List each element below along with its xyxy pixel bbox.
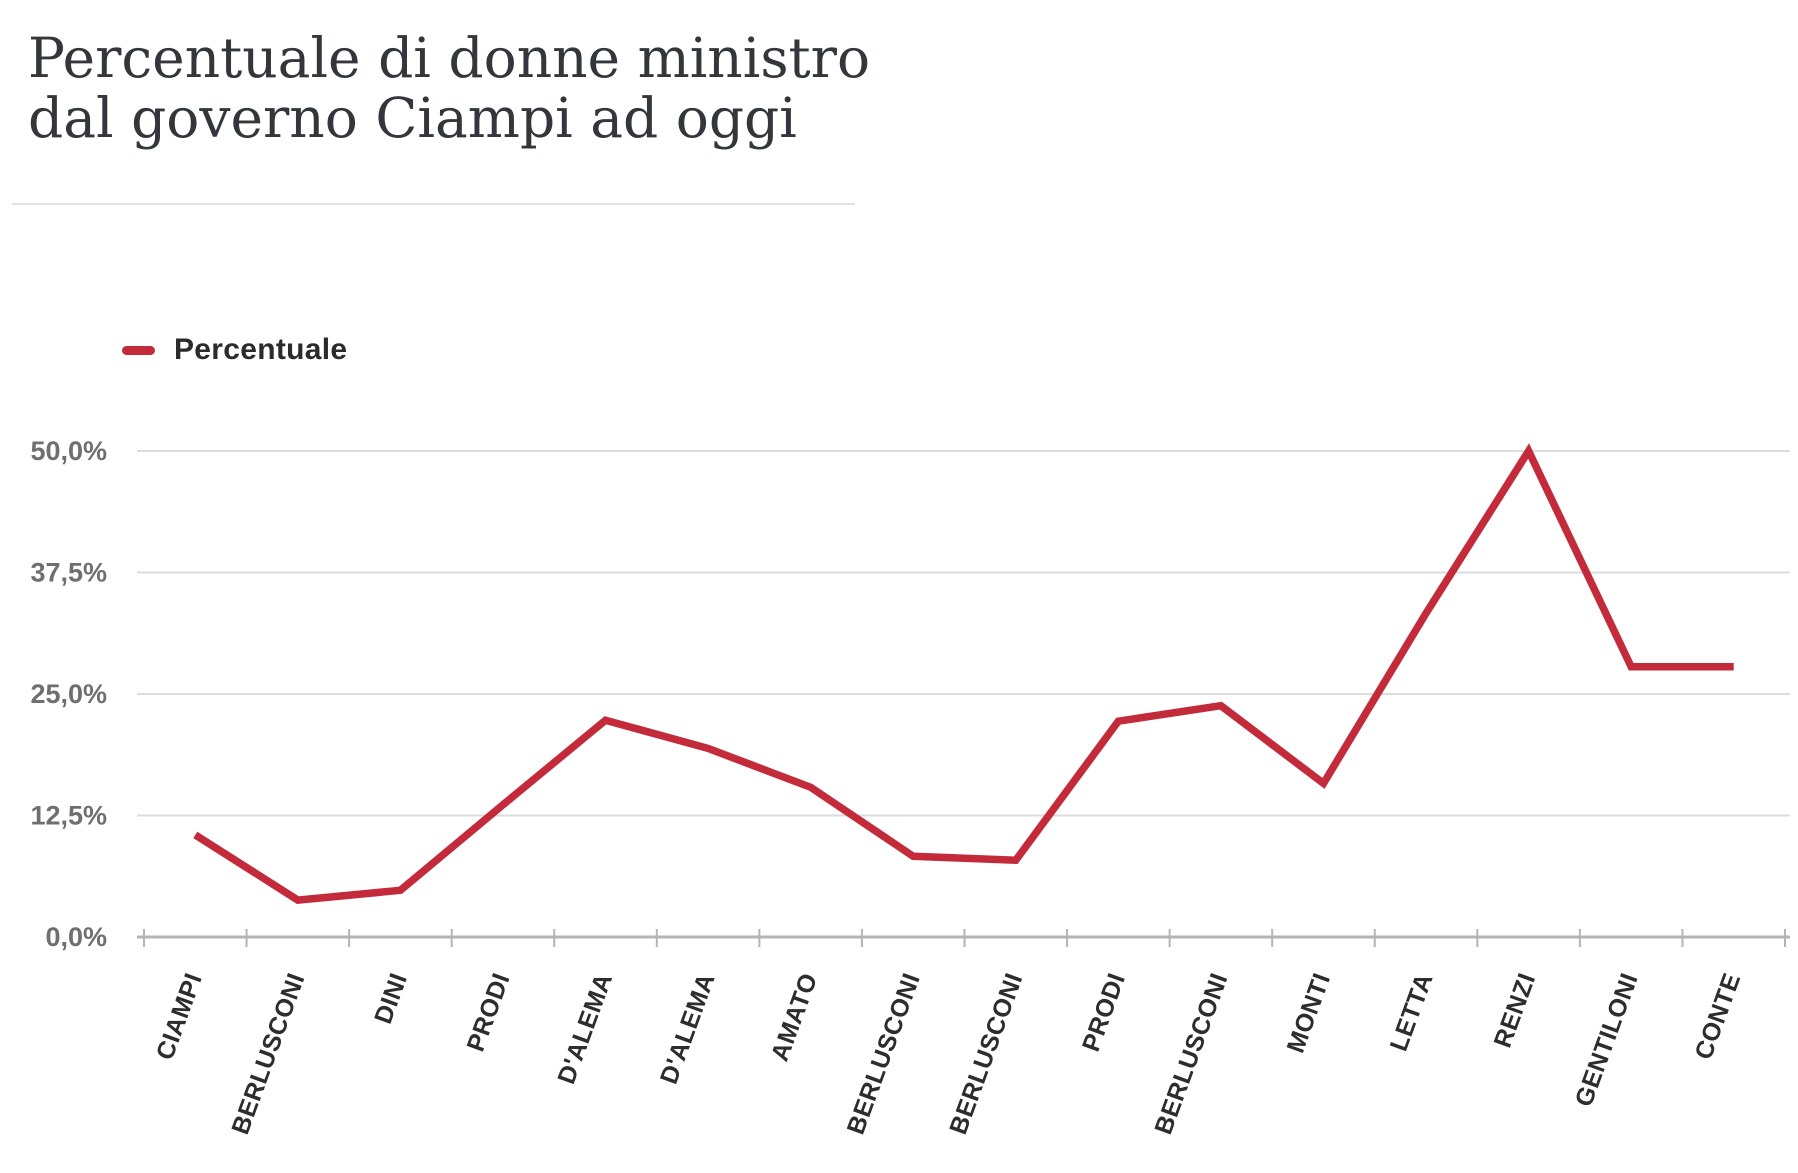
- x-axis-category-label: PRODI: [1077, 969, 1131, 1055]
- legend-line-swatch: [122, 345, 155, 355]
- x-axis-category-label: PRODI: [462, 969, 516, 1055]
- chart-title-line2: dal governo Ciampi ad oggi: [28, 86, 797, 150]
- x-axis-category-label: DINI: [369, 969, 413, 1027]
- legend: Percentuale: [122, 333, 347, 367]
- x-axis-category-label: LETTA: [1385, 969, 1439, 1054]
- title-divider: [12, 203, 855, 205]
- x-axis-category-label: BERLUSCONI: [1149, 969, 1233, 1138]
- x-axis-category-label: RENZI: [1489, 969, 1542, 1051]
- x-axis-category-label: BERLUSCONI: [842, 969, 926, 1138]
- y-axis-tick-label: 37,5%: [30, 558, 107, 588]
- x-axis-category-label: CIAMPI: [151, 969, 208, 1063]
- y-axis-tick-label: 0,0%: [45, 922, 107, 952]
- chart-title: Percentuale di donne ministro dal govern…: [28, 28, 870, 148]
- x-axis-category-label: AMATO: [766, 969, 824, 1064]
- x-axis-category-label: GENTILONI: [1570, 969, 1644, 1110]
- legend-series-label: Percentuale: [174, 333, 348, 366]
- percentuale-data-line: [193, 443, 1734, 904]
- x-axis-category-label: BERLUSCONI: [944, 969, 1028, 1138]
- x-axis-category-label: MONTI: [1282, 969, 1337, 1056]
- y-axis-tick-label: 12,5%: [30, 801, 107, 831]
- x-axis-category-label: D'ALEMA: [655, 969, 721, 1087]
- y-axis-tick-label: 25,0%: [30, 679, 107, 709]
- x-axis-category-label: CONTE: [1689, 969, 1746, 1063]
- y-axis-tick-label: 50,0%: [30, 436, 107, 466]
- x-axis-category-label: D'ALEMA: [552, 969, 618, 1087]
- chart-title-line1: Percentuale di donne ministro: [28, 26, 871, 90]
- x-axis-category-label: BERLUSCONI: [226, 969, 310, 1138]
